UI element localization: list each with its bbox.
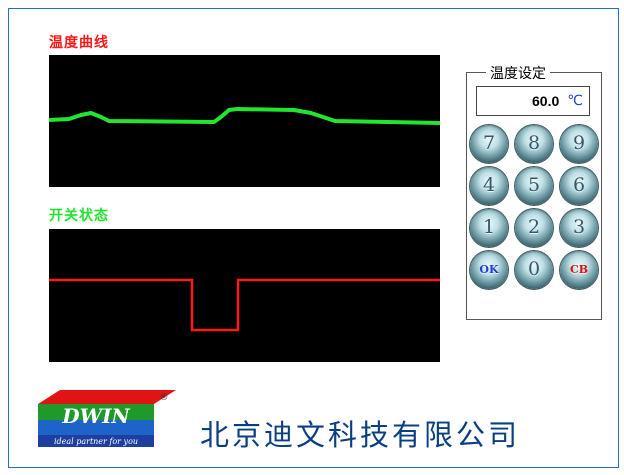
cancel-button[interactable]: CB — [560, 251, 598, 289]
key-1-label: 1 — [482, 216, 496, 238]
ok-button[interactable]: OK — [470, 251, 508, 289]
temp-curve-label: 温度曲线 — [49, 35, 109, 51]
key-2-label: 2 — [527, 216, 541, 238]
keypad: 7 8 9 4 5 6 1 2 3 OK 0 CB — [470, 125, 600, 289]
switch-state-line — [49, 278, 440, 332]
key-6-label: 6 — [572, 174, 586, 196]
key-1[interactable]: 1 — [470, 209, 508, 247]
temp-unit: ℃ — [567, 93, 583, 109]
switch-state-panel — [49, 229, 440, 362]
temp-value: 60.0 — [532, 93, 560, 109]
key-8-label: 8 — [527, 132, 541, 154]
key-9[interactable]: 9 — [560, 125, 598, 163]
ok-button-label: OK — [479, 262, 499, 276]
temp-setting-title: 温度设定 — [486, 63, 550, 83]
key-7[interactable]: 7 — [470, 125, 508, 163]
key-6[interactable]: 6 — [560, 167, 598, 205]
key-5[interactable]: 5 — [515, 167, 553, 205]
switch-state-label: 开关状态 — [49, 208, 109, 224]
key-0-label: 0 — [527, 258, 541, 280]
key-3-label: 3 — [572, 216, 586, 238]
temp-curve-chart — [49, 107, 440, 125]
cancel-button-label: CB — [569, 262, 589, 276]
switch-state-chart — [49, 278, 440, 332]
key-9-label: 9 — [572, 132, 586, 154]
temp-curve-panel — [49, 55, 440, 187]
key-4[interactable]: 4 — [470, 167, 508, 205]
key-2[interactable]: 2 — [515, 209, 553, 247]
key-0[interactable]: 0 — [515, 251, 553, 289]
key-5-label: 5 — [527, 174, 541, 196]
logo-registered: ® — [160, 393, 169, 403]
key-3[interactable]: 3 — [560, 209, 598, 247]
dwin-logo: DWIN ® ideal partner for you — [38, 390, 176, 447]
key-7-label: 7 — [482, 132, 496, 154]
temp-setting-group: 温度设定 60.0 ℃ 7 8 9 4 5 6 1 2 3 OK 0 CB — [466, 63, 602, 320]
company-name: 北京迪文科技有限公司 — [200, 418, 521, 452]
temp-curve-line — [49, 107, 440, 125]
logo-tagline: ideal partner for you — [54, 437, 138, 446]
key-4-label: 4 — [482, 174, 496, 196]
logo-brand: DWIN — [61, 404, 130, 428]
key-8[interactable]: 8 — [515, 125, 553, 163]
temp-value-display[interactable]: 60.0 ℃ — [476, 86, 590, 116]
